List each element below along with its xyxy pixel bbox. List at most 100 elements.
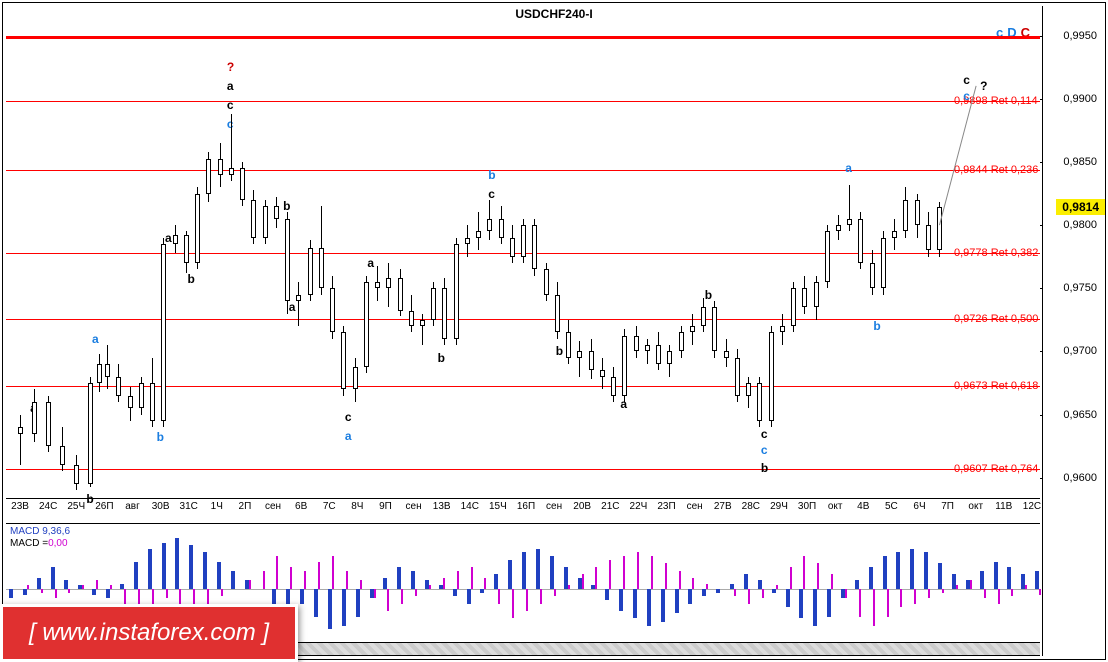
current-price-badge: 0,9814 <box>1056 199 1105 215</box>
macd-hist-bar <box>550 556 554 589</box>
candle-body <box>622 336 627 395</box>
candle-body <box>769 332 774 420</box>
candle-body <box>847 219 852 225</box>
macd-signal-bar <box>360 580 362 589</box>
macd-signal-bar <box>1025 585 1027 589</box>
x-tick-label: 5С <box>885 501 898 512</box>
x-tick-label: сен <box>687 501 703 512</box>
x-tick-label: авг <box>125 501 140 512</box>
wave-label: b <box>873 319 880 333</box>
macd-hist-bar <box>661 589 665 622</box>
wave-label: ? <box>227 60 234 74</box>
x-tick-label: 2П <box>239 501 252 512</box>
macd-signal-bar <box>873 589 875 626</box>
candle-body <box>375 282 380 288</box>
candle-body <box>589 351 594 370</box>
macd-signal-bar <box>900 589 902 607</box>
x-tick-label: 26П <box>95 501 113 512</box>
candle-body <box>690 326 695 332</box>
macd-hist-bar <box>356 589 360 617</box>
macd-signal-bar <box>1011 589 1013 596</box>
candle-body <box>206 159 211 193</box>
macd-signal-bar <box>68 589 70 593</box>
wave-label: c <box>761 443 768 457</box>
x-tick-label: 23П <box>657 501 675 512</box>
candle-body <box>735 358 740 396</box>
candle-body <box>251 200 256 238</box>
macd-signal-bar <box>984 589 986 598</box>
candle-body <box>184 235 189 263</box>
candle-body <box>229 168 234 174</box>
candle-body <box>555 295 560 333</box>
wave-label: a <box>92 332 99 346</box>
macd-hist-bar <box>799 589 803 618</box>
macd-hist-bar <box>106 589 110 598</box>
x-tick-label: 31С <box>180 501 198 512</box>
x-tick-label: 6Ч <box>913 501 925 512</box>
macd-label-2: MACD =0,00 <box>10 538 68 549</box>
macd-signal-bar <box>734 589 736 596</box>
macd-signal-bar <box>998 589 1000 604</box>
macd-signal-bar <box>859 589 861 617</box>
macd-hist-bar <box>938 563 942 589</box>
candle-body <box>814 282 819 307</box>
candle-body <box>139 383 144 408</box>
wave-label: b <box>188 272 195 286</box>
macd-hist-bar <box>314 589 318 617</box>
wave-label: b <box>438 351 445 365</box>
candle-body <box>274 206 279 219</box>
macd-signal-bar <box>1039 589 1041 595</box>
x-tick-label: 16П <box>517 501 535 512</box>
x-tick-label: 21С <box>601 501 619 512</box>
wave-label: a <box>845 161 852 175</box>
candle-body <box>836 225 841 231</box>
x-tick-label: 29Ч <box>770 501 788 512</box>
macd-hist-bar <box>772 589 776 593</box>
candle-body <box>173 235 178 244</box>
candle-body <box>88 383 93 484</box>
y-tick-label: 0,9800 <box>1063 219 1097 231</box>
macd-signal-bar <box>914 589 916 604</box>
y-tick-label: 0,9650 <box>1063 409 1097 421</box>
macd-hist-bar <box>480 589 484 593</box>
candle-body <box>780 326 785 332</box>
wave-label: c <box>963 73 970 87</box>
resistance-line-thick <box>6 36 1040 39</box>
candle-wick <box>422 314 423 346</box>
macd-hist-bar <box>383 578 387 589</box>
macd-zero-line <box>6 589 1040 590</box>
candle-wick <box>579 341 580 376</box>
candle-body <box>218 159 223 174</box>
macd-signal-bar <box>457 571 459 589</box>
macd-hist-bar <box>896 552 900 589</box>
candle-body <box>645 345 650 351</box>
macd-hist-bar <box>675 589 679 613</box>
macd-hist-bar <box>605 589 609 600</box>
macd-signal-bar <box>82 585 84 589</box>
macd-hist-bar <box>217 562 221 590</box>
macd-signal-bar <box>637 552 639 589</box>
macd-hist-bar <box>647 589 651 626</box>
macd-signal-bar <box>263 571 265 589</box>
candle-body <box>667 351 672 364</box>
macd-hist-bar <box>813 589 817 626</box>
x-tick-label: 9П <box>379 501 392 512</box>
candle-body <box>926 225 931 250</box>
y-tick-label: 0,9700 <box>1063 345 1097 357</box>
macd-hist-bar <box>786 589 790 607</box>
macd-signal-bar <box>415 589 417 596</box>
macd-hist-bar <box>633 589 637 618</box>
macd-signal-bar <box>443 578 445 589</box>
retracement-line <box>6 101 1040 102</box>
candle-body <box>566 332 571 357</box>
macd-hist-bar <box>300 589 304 604</box>
candle-body <box>353 367 358 390</box>
macd-hist-bar <box>189 545 193 589</box>
candle-body <box>386 278 391 288</box>
x-tick-label: 6В <box>295 501 307 512</box>
candle-body <box>364 282 369 367</box>
candle-body <box>611 377 616 396</box>
macd-hist-bar <box>827 589 831 617</box>
y-tick-label: 0,9750 <box>1063 282 1097 294</box>
candle-body <box>263 206 268 238</box>
